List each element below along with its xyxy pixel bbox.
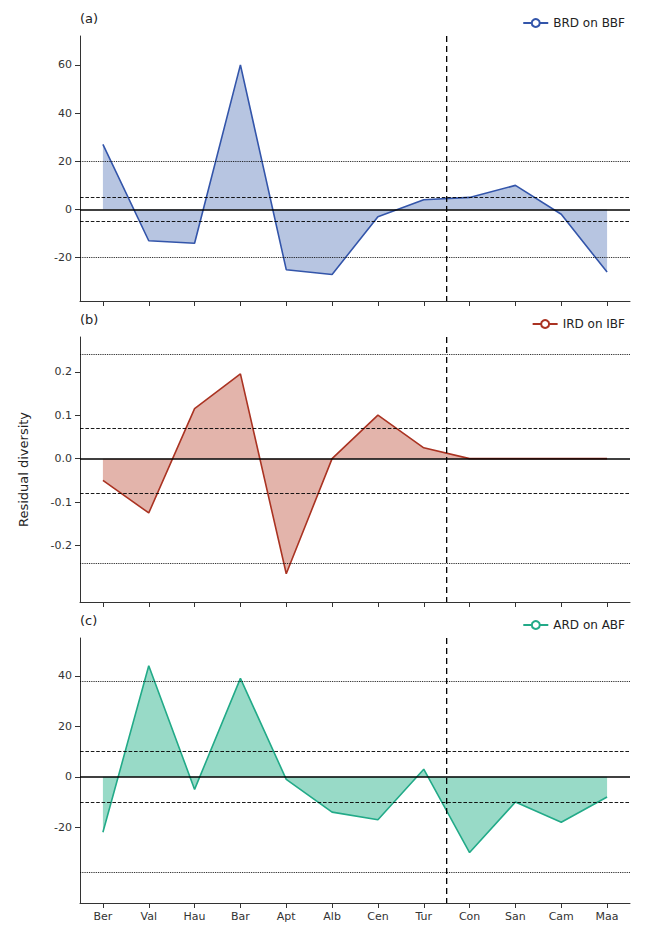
svg-text:(c): (c) bbox=[80, 613, 97, 628]
svg-text:(b): (b) bbox=[80, 312, 98, 327]
svg-text:Ber: Ber bbox=[93, 910, 112, 923]
svg-text:Cen: Cen bbox=[367, 910, 388, 923]
svg-text:-0.2: -0.2 bbox=[51, 539, 72, 552]
svg-text:-20: -20 bbox=[54, 251, 72, 264]
svg-text:BRD on BBF: BRD on BBF bbox=[553, 16, 625, 30]
svg-text:0: 0 bbox=[65, 770, 72, 783]
svg-text:40: 40 bbox=[58, 669, 72, 682]
svg-text:0.2: 0.2 bbox=[55, 365, 73, 378]
svg-text:ARD on ABF: ARD on ABF bbox=[553, 618, 625, 632]
svg-text:(a): (a) bbox=[80, 11, 98, 26]
svg-text:Hau: Hau bbox=[184, 910, 206, 923]
svg-text:San: San bbox=[505, 910, 526, 923]
svg-text:Con: Con bbox=[459, 910, 480, 923]
svg-text:Cam: Cam bbox=[549, 910, 574, 923]
svg-text:0.0: 0.0 bbox=[55, 452, 73, 465]
svg-text:Maa: Maa bbox=[596, 910, 619, 923]
svg-text:-0.1: -0.1 bbox=[51, 496, 72, 509]
svg-text:Apt: Apt bbox=[277, 910, 297, 923]
svg-text:0: 0 bbox=[65, 203, 72, 216]
svg-text:Val: Val bbox=[141, 910, 157, 923]
svg-text:40: 40 bbox=[58, 107, 72, 120]
svg-text:0.1: 0.1 bbox=[55, 409, 73, 422]
svg-text:Alb: Alb bbox=[323, 910, 341, 923]
svg-text:20: 20 bbox=[58, 155, 72, 168]
svg-text:60: 60 bbox=[58, 58, 72, 71]
svg-text:IRD on IBF: IRD on IBF bbox=[563, 317, 625, 331]
svg-text:-20: -20 bbox=[54, 821, 72, 834]
svg-text:20: 20 bbox=[58, 720, 72, 733]
svg-text:Tur: Tur bbox=[414, 910, 432, 923]
svg-text:Residual diversity: Residual diversity bbox=[16, 412, 31, 527]
svg-text:Bar: Bar bbox=[231, 910, 250, 923]
